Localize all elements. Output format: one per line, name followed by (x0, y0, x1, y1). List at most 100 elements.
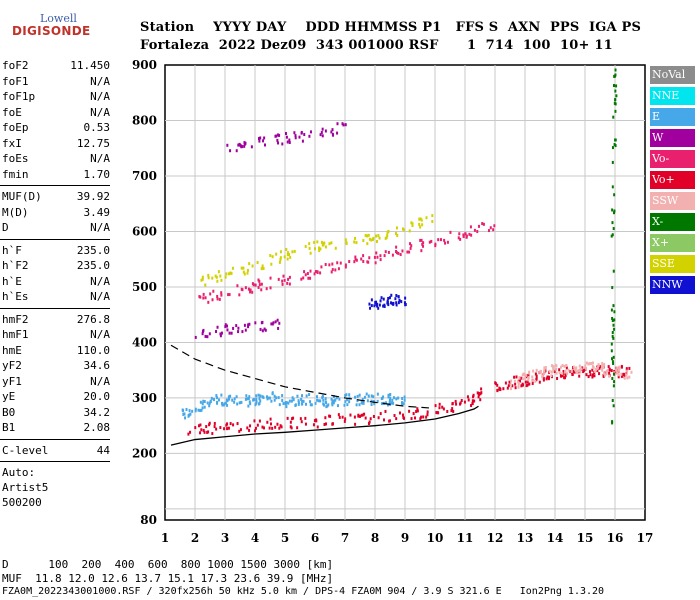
echo-point (513, 375, 516, 379)
echo-point (565, 366, 568, 370)
param-row: hmE 110.0 (0, 343, 110, 359)
echo-point (197, 424, 200, 428)
echo-point (300, 420, 303, 424)
echo-point (610, 349, 613, 353)
echo-point (563, 376, 566, 380)
echo-point (612, 355, 615, 359)
echo-point (189, 430, 192, 434)
x-tick-label: 10 (427, 531, 444, 545)
echo-point (409, 246, 412, 250)
echo-point (459, 237, 462, 241)
echo-point (532, 379, 535, 383)
echo-point (598, 372, 601, 376)
echo-point (261, 266, 264, 270)
echo-point (314, 269, 317, 273)
echo-point (237, 143, 240, 147)
echo-point (344, 238, 347, 242)
echo-point (394, 297, 397, 301)
echo-point (275, 252, 278, 256)
echo-point (287, 401, 290, 405)
echo-point (368, 256, 371, 260)
echo-point (224, 401, 227, 405)
echo-point (282, 402, 285, 406)
echo-point (324, 397, 327, 401)
echo-point (243, 272, 246, 276)
echo-point (246, 271, 249, 275)
echo-point (416, 409, 419, 413)
echo-point (296, 394, 299, 398)
param-key: B1 (2, 421, 16, 434)
echo-point (286, 416, 289, 420)
echo-point (229, 149, 232, 153)
echo-point (263, 327, 266, 331)
echo-point (422, 244, 425, 248)
echo-point (527, 374, 530, 378)
echo-point (610, 342, 613, 346)
echo-point (225, 398, 228, 402)
echo-point (502, 387, 505, 391)
echo-point (367, 233, 370, 237)
echo-point (587, 375, 590, 379)
echo-point (397, 251, 400, 255)
logo-digisonde: DIGISONDE (12, 24, 91, 38)
echo-point (261, 329, 264, 333)
echo-point (612, 269, 615, 273)
echo-point (585, 366, 588, 370)
param-divider (0, 238, 110, 240)
param-row: h`F 235.0 (0, 243, 110, 259)
echo-point (388, 398, 391, 402)
echo-point (322, 402, 325, 406)
echo-point (248, 395, 251, 399)
echo-point (328, 242, 331, 246)
echo-point (372, 395, 375, 399)
echo-point (421, 223, 424, 227)
echo-point (520, 376, 523, 380)
echo-point (247, 404, 250, 408)
echo-point (201, 402, 204, 406)
trace-3rd-hop (226, 122, 347, 153)
echo-point (394, 232, 397, 236)
param-row: B1 2.08 (0, 420, 110, 436)
legend-item-x-: X- (650, 213, 695, 231)
echo-point (361, 401, 364, 405)
echo-point (614, 98, 617, 102)
echo-point (472, 393, 475, 397)
y-tick-label: 200 (132, 446, 157, 460)
echo-point (364, 416, 367, 420)
param-row: foE N/A (0, 105, 110, 121)
echo-point (377, 416, 380, 420)
echo-point (591, 368, 594, 372)
echo-point (431, 214, 434, 218)
param-key: M(D) (2, 205, 29, 219)
echo-point (289, 420, 292, 424)
echo-point (521, 382, 524, 386)
x-tick-label: 12 (487, 531, 504, 545)
echo-point (355, 258, 358, 262)
echo-point (608, 371, 611, 375)
echo-point (458, 402, 461, 406)
x-tick-label: 11 (457, 531, 474, 545)
echo-point (224, 325, 227, 329)
echo-point (613, 193, 616, 197)
echo-point (332, 395, 335, 399)
echo-point (620, 365, 623, 369)
echo-point (492, 228, 495, 232)
echo-point (297, 402, 300, 406)
echo-point (301, 402, 304, 406)
echo-point (233, 397, 236, 401)
echo-point (386, 301, 389, 305)
echo-point (202, 292, 205, 296)
echo-point (204, 334, 207, 338)
echo-point (600, 364, 603, 368)
echo-point (602, 365, 605, 369)
echo-point (545, 377, 548, 381)
echo-point (543, 372, 546, 376)
echo-point (451, 407, 454, 411)
echo-point (476, 391, 479, 395)
echo-point (526, 380, 529, 384)
echo-point (611, 398, 614, 402)
echo-point (480, 387, 483, 391)
echo-point (302, 276, 305, 280)
echo-point (601, 368, 604, 372)
param-value: N/A (90, 374, 110, 388)
